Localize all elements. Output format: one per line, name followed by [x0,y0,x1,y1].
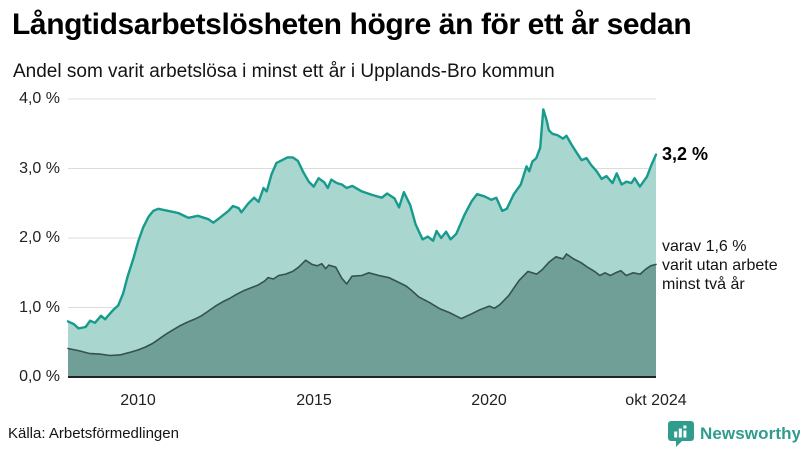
x-axis-tick-label: 2020 [471,392,507,409]
y-axis-tick-label: 2,0 % [19,229,60,246]
y-axis-tick-label: 1,0 % [19,299,60,316]
x-axis-tick-label: 2015 [296,392,332,409]
y-axis-tick-label: 0,0 % [19,368,60,385]
secondary-series-annotation: varav 1,6 % varit utan arbete minst två … [662,238,778,293]
x-axis-tick-label: okt 2024 [625,392,687,409]
total-line [66,108,658,330]
page-title: Långtidsarbetslösheten högre än för ett … [12,8,692,41]
total-series-value-label: 3,2 % [662,144,709,164]
two-year-line [67,253,657,357]
x-axis-tick-label: 2010 [120,392,156,409]
newsworthy-logo: Newsworthy [668,420,800,447]
two-year-area [68,254,656,377]
chart-subtitle: Andel som varit arbetslösa i minst ett å… [13,61,555,82]
source-credit: Källa: Arbetsförmedlingen [8,425,179,442]
y-axis-tick-label: 4,0 % [19,90,60,107]
newsworthy-bubble-chart-icon [668,421,694,447]
brand-name: Newsworthy [700,423,800,443]
y-axis-tick-label: 3,0 % [19,160,60,177]
